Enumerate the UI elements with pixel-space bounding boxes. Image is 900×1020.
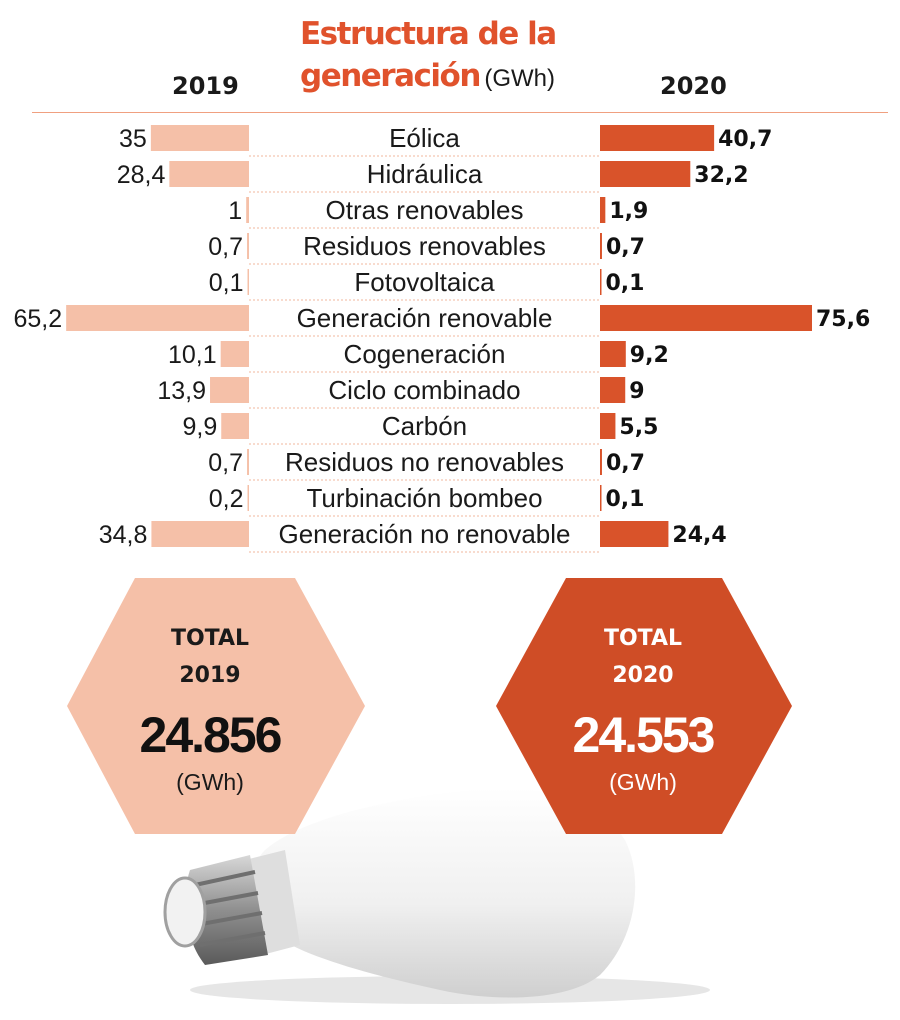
total-2020-unit: (GWh) [609, 769, 677, 795]
title-unit: (GWh) [484, 65, 555, 92]
total-2019-label-1: TOTAL [171, 626, 249, 651]
bar-2020 [600, 125, 715, 151]
hexagon-2019 [67, 578, 365, 834]
bulb-tip [163, 876, 207, 948]
value-label-2019: 0,1 [209, 269, 244, 297]
bar-2020 [600, 269, 602, 295]
bar-2019 [210, 377, 249, 403]
value-label-2020: 40,7 [718, 127, 772, 152]
value-label-2019: 1 [228, 197, 242, 225]
title-line-2: generación [300, 58, 481, 94]
value-label-2020: 75,6 [816, 307, 870, 332]
total-2019-unit: (GWh) [176, 769, 244, 795]
category-label: Carbón [382, 411, 467, 441]
bar-2020 [600, 341, 626, 367]
bar-2019 [66, 305, 249, 331]
category-label: Otras renovables [326, 195, 524, 225]
bar-2020 [600, 485, 602, 511]
chart-title: Estructura de la generación (GWh) [300, 16, 600, 100]
total-2020-value: 24.553 [573, 707, 714, 763]
hexagon-2020 [496, 578, 792, 834]
bar-2019 [246, 197, 249, 223]
bar-2019 [169, 161, 249, 187]
category-label: Turbinación bombeo [306, 483, 542, 513]
bar-2019 [220, 341, 249, 367]
value-label-2020: 1,9 [609, 199, 648, 224]
value-label-2020: 0,1 [606, 487, 645, 512]
value-label-2019: 0,2 [209, 485, 244, 513]
value-label-2019: 28,4 [117, 161, 166, 189]
bar-2020 [600, 449, 602, 475]
bar-2019 [247, 269, 249, 295]
category-label: Ciclo combinado [328, 375, 520, 405]
total-2019-label-2: 2019 [179, 663, 240, 688]
category-label: Cogeneración [344, 339, 506, 369]
value-label-2020: 5,5 [619, 415, 658, 440]
value-label-2019: 13,9 [157, 377, 206, 405]
category-label: Generación no renovable [279, 519, 571, 549]
bar-2020 [600, 305, 812, 331]
value-label-2019: 65,2 [13, 305, 62, 333]
bar-2020 [600, 161, 691, 187]
value-label-2020: 0,7 [606, 451, 645, 476]
category-label: Fotovoltaica [354, 267, 495, 297]
bar-2019 [247, 449, 249, 475]
bar-2020 [600, 233, 602, 259]
value-label-2019: 10,1 [168, 341, 217, 369]
value-label-2020: 32,2 [694, 163, 748, 188]
value-label-2019: 34,8 [99, 521, 148, 549]
total-2020-label-1: TOTAL [604, 626, 682, 651]
category-label: Hidráulica [367, 159, 483, 189]
total-2020-badge: TOTAL 2020 24.553 (GWh) [496, 578, 792, 834]
category-label: Residuos renovables [303, 231, 546, 261]
bar-2020 [600, 197, 606, 223]
bulb-glass [252, 788, 636, 998]
bar-2019 [247, 233, 249, 259]
bar-2019 [150, 125, 249, 151]
value-label-2019: 0,7 [208, 233, 243, 261]
value-label-2020: 0,1 [606, 271, 645, 296]
category-label: Generación renovable [297, 303, 553, 333]
bar-2020 [600, 413, 616, 439]
value-label-2020: 0,7 [606, 235, 645, 260]
value-label-2019: 35 [119, 125, 147, 153]
total-2019-value: 24.856 [140, 707, 281, 763]
value-label-2019: 0,7 [208, 449, 243, 477]
year-header-2020: 2020 [660, 72, 727, 100]
light-bulb-illustration [163, 788, 710, 1004]
category-label: Eólica [389, 123, 460, 153]
bar-2019 [247, 485, 249, 511]
title-line-1: Estructura de la [300, 16, 557, 52]
bar-2019 [151, 521, 249, 547]
value-label-2020: 24,4 [672, 523, 726, 548]
value-label-2020: 9,2 [630, 343, 669, 368]
total-2020-label-2: 2020 [612, 663, 673, 688]
value-label-2020: 9 [629, 379, 644, 404]
category-label: Residuos no renovables [285, 447, 564, 477]
header-divider [32, 112, 888, 113]
bar-2020 [600, 521, 669, 547]
bar-2019 [221, 413, 249, 439]
year-header-2019: 2019 [172, 72, 239, 100]
value-label-2019: 9,9 [182, 413, 217, 441]
chart-rows: 35 40,7 Eólica 28,4 32,2 Hidráulica 1 1,9 Otras … [13, 123, 870, 553]
bar-2020 [600, 377, 626, 403]
total-2019-badge: TOTAL 2019 24.856 (GWh) [67, 578, 365, 834]
